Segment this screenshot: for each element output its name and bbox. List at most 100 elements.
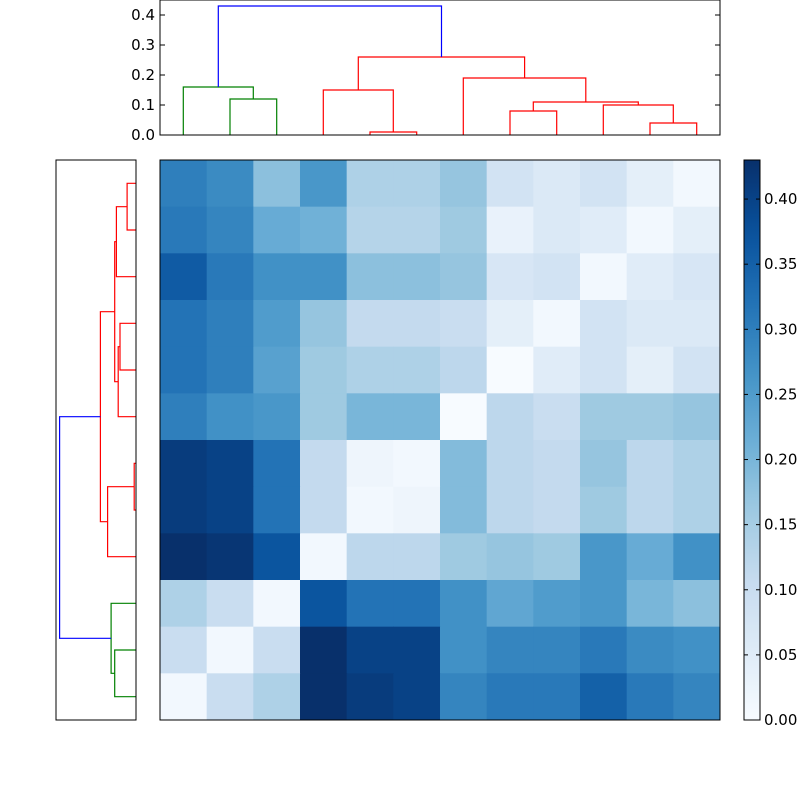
heatmap-cell — [673, 486, 721, 534]
top-dendrogram-link — [229, 98, 278, 135]
heatmap-cell — [626, 393, 674, 441]
colorbar-tick-label: 0.10 — [764, 581, 797, 599]
heatmap-cell — [626, 440, 674, 488]
heatmap-cell — [673, 580, 721, 628]
heatmap-cell — [300, 393, 348, 441]
heatmap-cell — [160, 486, 208, 534]
heatmap-cell — [160, 580, 208, 628]
heatmap-cell — [673, 673, 721, 721]
heatmap-cell — [160, 440, 208, 488]
heatmap-cell — [486, 440, 534, 488]
heatmap-cell — [253, 160, 301, 208]
colorbar-tick-label: 0.20 — [764, 451, 797, 469]
heatmap-cell — [673, 253, 721, 301]
heatmap-cell — [486, 206, 534, 254]
heatmap-cell — [346, 206, 394, 254]
top-dendrogram-link — [649, 122, 698, 135]
heatmap-cell — [486, 160, 534, 208]
colorbar-tick-label: 0.35 — [764, 255, 797, 273]
heatmap-cell — [673, 626, 721, 674]
top-dendrogram-link — [462, 77, 587, 135]
heatmap-cell — [673, 533, 721, 581]
heatmap-cell — [346, 673, 394, 721]
heatmap-cell — [533, 300, 581, 348]
heatmap-cell — [160, 533, 208, 581]
heatmap-cell — [160, 626, 208, 674]
heatmap-cell — [253, 533, 301, 581]
heatmap-cell — [486, 673, 534, 721]
heatmap-cell — [160, 673, 208, 721]
heatmap-cell — [580, 206, 628, 254]
heatmap-cell — [300, 346, 348, 394]
heatmap-cell — [346, 580, 394, 628]
heatmap-cell — [160, 206, 208, 254]
heatmap-cell — [673, 300, 721, 348]
heatmap-cell — [673, 346, 721, 394]
heatmap-cell — [580, 300, 628, 348]
heatmap-cell — [533, 486, 581, 534]
top-dendrogram-link — [357, 56, 526, 90]
top-dendrogram-link — [602, 104, 674, 135]
top-dendrogram-panel: 0.0 0.1 0.2 0.3 0.4 — [131, 0, 721, 144]
heatmap-cell — [440, 673, 488, 721]
heatmap-cell — [300, 533, 348, 581]
heatmap-cell — [533, 440, 581, 488]
heatmap-cell — [626, 300, 674, 348]
colorbar-tick-label: 0.25 — [764, 385, 797, 403]
heatmap-cell — [580, 486, 628, 534]
heatmap-cell — [533, 253, 581, 301]
colorbar-tick-label: 0.40 — [764, 190, 797, 208]
heatmap-cell — [346, 300, 394, 348]
heatmap-cell — [206, 160, 254, 208]
heatmap-cell — [253, 393, 301, 441]
top-dendrogram-link — [532, 101, 639, 111]
heatmap-cell — [486, 393, 534, 441]
colorbar-tick-label: 0.30 — [764, 320, 797, 338]
heatmap-cell — [393, 533, 441, 581]
heatmap-cell — [533, 206, 581, 254]
heatmap-cell — [253, 626, 301, 674]
heatmap-cell — [346, 626, 394, 674]
heatmap-cell — [580, 580, 628, 628]
colorbar-tick-label: 0.05 — [764, 646, 797, 664]
top-dendrogram-link — [509, 110, 558, 135]
heatmap-cell — [533, 580, 581, 628]
heatmap-cell — [206, 626, 254, 674]
heatmap-cell — [300, 673, 348, 721]
top-dendrogram-ytick-label: 0.1 — [131, 96, 155, 114]
heatmap-cell — [440, 206, 488, 254]
heatmap-cell — [346, 393, 394, 441]
heatmap-cell — [393, 206, 441, 254]
heatmap-cell — [440, 393, 488, 441]
heatmap-cell — [533, 626, 581, 674]
heatmap-cell — [346, 486, 394, 534]
heatmap-cell — [533, 160, 581, 208]
heatmap-cell — [486, 626, 534, 674]
heatmap-cell — [486, 580, 534, 628]
heatmap-cell — [673, 160, 721, 208]
heatmap-cell — [300, 160, 348, 208]
heatmap-cell — [440, 346, 488, 394]
heatmap-cell — [253, 486, 301, 534]
heatmap-cell — [206, 580, 254, 628]
heatmap-cell — [486, 300, 534, 348]
left-dendrogram-link — [117, 346, 136, 418]
heatmap-cell — [580, 393, 628, 441]
heatmap-cell — [580, 673, 628, 721]
heatmap-cell — [626, 580, 674, 628]
heatmap-cell — [160, 160, 208, 208]
top-dendrogram-ytick-label: 0.3 — [131, 36, 155, 54]
heatmap-cell — [440, 626, 488, 674]
heatmap-cell — [300, 580, 348, 628]
top-dendrogram-ytick-label: 0.2 — [131, 66, 155, 84]
heatmap-cell — [486, 486, 534, 534]
left-dendrogram-link — [58, 416, 112, 639]
heatmap-cell — [626, 533, 674, 581]
heatmap-cell — [393, 673, 441, 721]
heatmap-cell — [346, 346, 394, 394]
heatmap-cell — [393, 626, 441, 674]
heatmap-cell — [626, 626, 674, 674]
heatmap-cell — [160, 346, 208, 394]
